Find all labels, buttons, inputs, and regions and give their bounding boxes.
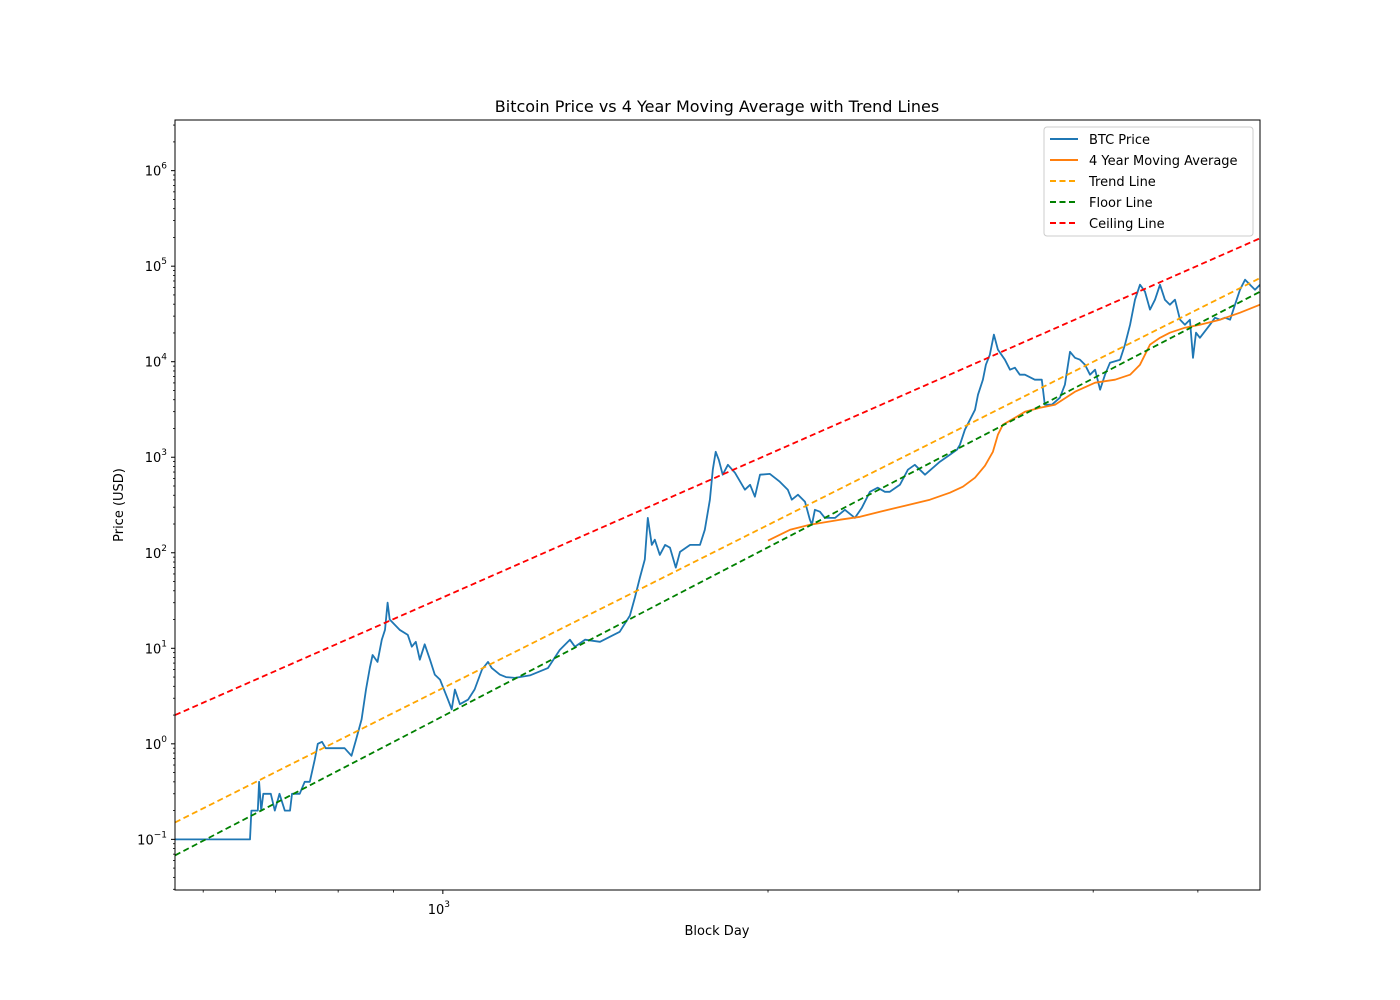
- plot-frame: [174, 119, 1261, 891]
- legend-label: Floor Line: [1089, 196, 1153, 211]
- series-line-btc-price: [175, 278, 1260, 841]
- y-tick-label: 101: [145, 639, 167, 657]
- legend-label: 4 Year Moving Average: [1089, 154, 1238, 169]
- plot-lines: [175, 237, 1260, 857]
- y-tick-label: 104: [145, 353, 168, 371]
- axis-ticks: 10−1 100 101 102 103 104 105 106 103: [137, 124, 1199, 918]
- y-tick-label: 10−1: [137, 830, 167, 848]
- x-tick-label: 103: [428, 900, 450, 918]
- y-tick-label: 105: [145, 257, 167, 275]
- legend: BTC Price 4 Year Moving Average Trend Line…: [1043, 126, 1254, 237]
- series-line-4-year-moving-average: [767, 303, 1260, 542]
- y-tick-label: 106: [145, 162, 168, 180]
- y-tick-label: 102: [145, 544, 167, 562]
- y-tick-label: 100: [145, 735, 168, 753]
- y-tick-label: 103: [145, 448, 167, 466]
- legend-label: Ceiling Line: [1089, 217, 1165, 232]
- x-axis-label: Block Day: [685, 924, 750, 939]
- series-line-trend-line: [175, 277, 1260, 824]
- chart-title: Bitcoin Price vs 4 Year Moving Average w…: [495, 97, 939, 116]
- series-line-floor-line: [175, 290, 1260, 857]
- y-axis-label: Price (USD): [112, 468, 127, 542]
- legend-box: [1043, 126, 1254, 237]
- legend-label: Trend Line: [1088, 175, 1156, 190]
- legend-label: BTC Price: [1089, 133, 1150, 148]
- series-line-ceiling-line: [175, 237, 1260, 716]
